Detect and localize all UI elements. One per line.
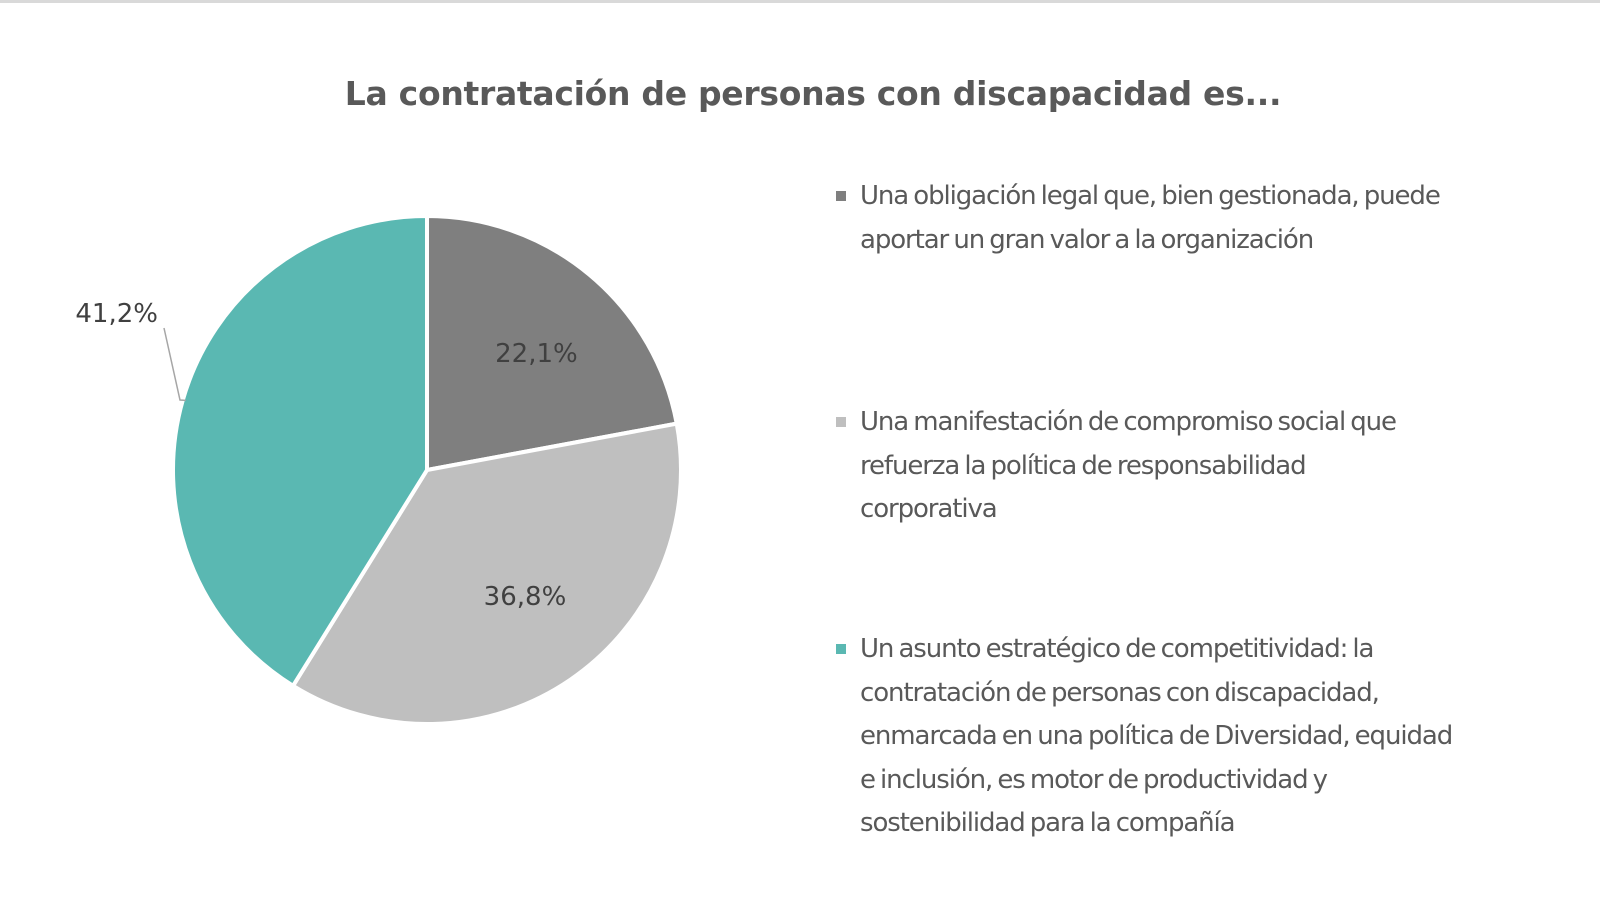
legend-label: Una manifestación de compromiso social q…: [860, 407, 1397, 524]
leader-line: [163, 327, 186, 402]
legend: Una obligación legal que, bien gestionad…: [836, 0, 1576, 900]
chart-title: La contratación de personas con discapac…: [344, 74, 1282, 113]
legend-label: Un asunto estratégico de competitividad:…: [860, 634, 1453, 838]
top-border: [0, 0, 1600, 3]
data-label: 41,2%: [75, 299, 158, 329]
data-label: 36,8%: [484, 582, 567, 612]
pie-chart: 22,1% 36,8% 41,2%: [75, 214, 683, 726]
legend-swatch: [836, 191, 846, 201]
pie-slice: [425, 214, 679, 472]
pie-slice: [291, 421, 683, 726]
legend-label: Una obligación legal que, bien gestionad…: [860, 181, 1441, 255]
legend-swatch: [836, 417, 846, 427]
legend-swatch: [836, 644, 846, 654]
data-label: 22,1%: [495, 339, 578, 369]
